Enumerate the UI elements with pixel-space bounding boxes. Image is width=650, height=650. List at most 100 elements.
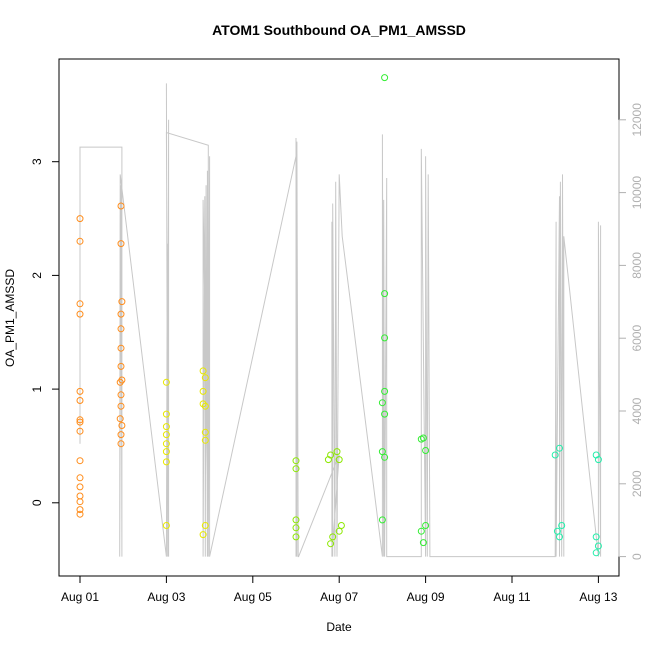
data-point	[199, 367, 207, 375]
data-point	[558, 522, 566, 529]
data-point	[378, 516, 386, 524]
data-point	[162, 458, 170, 466]
data-point	[76, 418, 84, 426]
y-tick-label: 0	[30, 499, 44, 506]
data-point	[117, 402, 125, 410]
y-axis-label: OA_PM1_AMSSD	[3, 269, 17, 367]
data-point	[76, 474, 84, 482]
data-point	[162, 410, 170, 418]
data-point	[199, 400, 207, 408]
data-point	[117, 310, 125, 318]
data-point	[76, 387, 84, 395]
data-point	[292, 516, 300, 524]
data-point	[422, 447, 430, 454]
data-point	[417, 527, 425, 535]
x-tick-label: Aug 13	[579, 590, 617, 604]
data-point	[551, 451, 559, 459]
data-point	[76, 506, 84, 514]
data-point	[117, 391, 125, 399]
data-point	[422, 522, 430, 529]
secondary-series-line	[79, 83, 602, 558]
data-point	[417, 435, 425, 443]
y-axis: 0 1 2 3	[30, 158, 60, 506]
data-point	[117, 431, 125, 439]
plot-area	[58, 58, 620, 577]
data-point	[381, 74, 389, 82]
data-point	[594, 456, 602, 464]
y2-tick-label: 4000	[630, 397, 644, 424]
data-point	[117, 362, 125, 370]
data-point	[335, 456, 343, 464]
data-point	[292, 524, 300, 532]
data-point	[381, 334, 389, 342]
data-point	[118, 422, 126, 429]
data-point	[378, 399, 386, 407]
data-point	[118, 298, 126, 306]
y2-tick-label: 6000	[630, 325, 644, 352]
data-point	[162, 423, 170, 431]
data-point	[292, 533, 300, 541]
data-point	[117, 202, 125, 210]
secondary-y-axis: 0 2000 4000 6000 8000 10000 12000	[618, 103, 644, 560]
data-point	[201, 402, 209, 410]
data-point	[592, 549, 600, 557]
x-axis-label: Date	[326, 620, 352, 634]
data-point	[556, 444, 563, 452]
data-point	[419, 539, 427, 547]
chart-title: ATOM1 Southbound OA_PM1_AMSSD	[212, 22, 466, 38]
data-point	[162, 440, 170, 448]
data-point	[76, 416, 84, 424]
data-point	[76, 483, 84, 491]
data-point	[327, 540, 335, 548]
data-point	[333, 448, 341, 456]
data-point	[117, 325, 125, 333]
data-point	[381, 410, 389, 418]
x-tick-label: Aug 03	[147, 590, 185, 604]
x-tick-label: Aug 09	[407, 590, 445, 604]
y2-tick-label: 8000	[630, 252, 644, 279]
data-point	[329, 533, 337, 541]
data-point	[116, 415, 124, 423]
x-axis: Aug 01 Aug 03 Aug 05 Aug 07 Aug 09 Aug 11 Aug …	[61, 575, 618, 604]
data-point	[76, 457, 84, 465]
data-point	[594, 542, 602, 550]
data-point	[116, 378, 124, 386]
data-point	[201, 428, 209, 436]
data-point	[592, 533, 600, 541]
y2-tick-label: 0	[630, 553, 644, 560]
data-point	[76, 510, 84, 518]
data-point	[381, 290, 389, 298]
data-point	[553, 527, 561, 535]
data-point	[117, 440, 125, 448]
y-tick-label: 3	[30, 158, 44, 165]
data-point	[162, 378, 170, 386]
data-point	[76, 492, 84, 500]
data-point	[201, 374, 209, 382]
data-point	[117, 344, 125, 352]
x-tick-label: Aug 05	[234, 590, 272, 604]
data-point	[162, 522, 170, 529]
data-point	[381, 453, 389, 461]
data-point	[162, 431, 170, 439]
data-point	[76, 300, 84, 308]
data-point	[381, 387, 389, 395]
data-point	[337, 522, 345, 529]
data-point	[117, 240, 125, 248]
data-point	[199, 387, 207, 395]
data-point	[76, 310, 84, 318]
data-point	[76, 498, 84, 506]
y2-tick-label: 12000	[630, 103, 644, 137]
x-tick-label: Aug 01	[61, 590, 99, 604]
data-point	[324, 456, 332, 464]
data-point	[76, 397, 84, 404]
data-point	[76, 427, 84, 435]
data-point	[76, 215, 84, 223]
data-point	[335, 527, 343, 535]
y2-tick-label: 10000	[630, 176, 644, 210]
y-tick-label: 1	[30, 385, 44, 392]
y2-tick-label: 2000	[630, 470, 644, 497]
x-tick-label: Aug 11	[493, 590, 530, 604]
secondary-series-lines	[79, 83, 602, 558]
data-point	[292, 465, 300, 473]
